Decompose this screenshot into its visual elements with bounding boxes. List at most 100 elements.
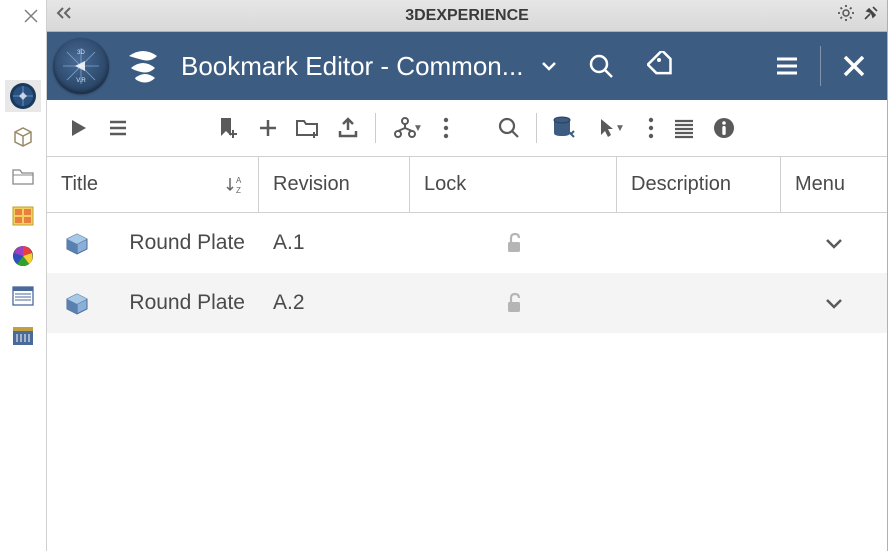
- settings-button[interactable]: [835, 2, 857, 29]
- grid-icon: [11, 204, 35, 228]
- list-icon: [107, 117, 129, 139]
- gear-icon: [837, 4, 855, 22]
- database-button[interactable]: [545, 109, 583, 147]
- sidebar-item-box[interactable]: [5, 120, 41, 152]
- pointer-dropdown-button[interactable]: ▼: [585, 109, 637, 147]
- sidebar-item-compass[interactable]: [5, 80, 41, 112]
- play-button[interactable]: [59, 109, 97, 147]
- package-icon: [11, 324, 35, 348]
- column-header-menu[interactable]: Menu: [781, 157, 887, 213]
- cell-lock[interactable]: [410, 273, 617, 333]
- svg-text:V.R: V.R: [76, 78, 86, 84]
- sort-indicator[interactable]: A Z: [226, 175, 244, 195]
- column-header-title-label: Title: [61, 173, 98, 196]
- tag-button[interactable]: [641, 47, 683, 85]
- part-icon: [61, 227, 93, 259]
- compass-icon: [9, 82, 37, 110]
- folder-icon: [11, 164, 35, 188]
- column-header-revision[interactable]: Revision: [259, 157, 410, 213]
- cell-description: [617, 213, 781, 273]
- data-grid: Title A Z Revision Lock Description Menu: [47, 156, 887, 551]
- info-icon: [712, 116, 736, 140]
- bookmark-add-button[interactable]: [209, 109, 247, 147]
- pin-button[interactable]: [861, 3, 881, 28]
- row-title-text: Round Plate: [129, 231, 245, 255]
- cell-revision: A.1: [259, 213, 410, 273]
- search-icon: [587, 52, 615, 80]
- close-icon: [841, 53, 867, 79]
- search-icon: [497, 116, 521, 140]
- sidebar-item-grid[interactable]: [5, 200, 41, 232]
- compass-icon: 3D V.R: [57, 42, 105, 90]
- sidebar-item-folder[interactable]: [5, 160, 41, 192]
- search-button[interactable]: [581, 48, 621, 84]
- ds-logo: [121, 42, 165, 91]
- svg-text:3D: 3D: [77, 50, 85, 56]
- dots-vertical-icon: [648, 117, 654, 139]
- row-title-text: Round Plate: [129, 291, 245, 315]
- database-icon: [551, 115, 577, 141]
- toolbar: ▼ ▼: [47, 100, 887, 156]
- sort-az-icon: A Z: [226, 175, 244, 195]
- hamburger-icon: [774, 53, 800, 79]
- grid-header: Title A Z Revision Lock Description Menu: [47, 157, 887, 213]
- chevron-down-icon: [539, 56, 559, 76]
- compass-button[interactable]: 3D V.R: [53, 38, 109, 94]
- cell-title: Round Plate: [47, 213, 259, 273]
- hierarchy-button[interactable]: ▼: [384, 109, 432, 147]
- sidebar-close-button[interactable]: [0, 2, 46, 30]
- divider: [820, 46, 821, 86]
- cell-menu[interactable]: [781, 213, 887, 273]
- svg-text:A: A: [236, 176, 242, 185]
- column-header-lock[interactable]: Lock: [410, 157, 617, 213]
- window-title: 3DEXPERIENCE: [47, 7, 887, 25]
- play-icon: [67, 117, 89, 139]
- menu-button[interactable]: [768, 49, 806, 83]
- column-header-description[interactable]: Description: [617, 157, 781, 213]
- cell-lock[interactable]: [410, 213, 617, 273]
- sidebar-item-package[interactable]: [5, 320, 41, 352]
- collapse-button[interactable]: [53, 4, 75, 27]
- cell-revision: A.2: [259, 273, 410, 333]
- table-row[interactable]: Round Plate A.1: [47, 213, 887, 273]
- color-wheel-icon: [11, 244, 35, 268]
- find-button[interactable]: [490, 109, 528, 147]
- unlock-icon: [503, 232, 525, 254]
- close-panel-button[interactable]: [835, 49, 873, 83]
- unlock-icon: [503, 292, 525, 314]
- folder-plus-icon: [295, 116, 321, 140]
- box-icon: [11, 124, 35, 148]
- pin-icon: [863, 5, 879, 21]
- dots-vertical-icon: [443, 117, 449, 139]
- app-title: Bookmark Editor - Common...: [181, 51, 523, 82]
- window-titlebar: 3DEXPERIENCE: [47, 0, 887, 32]
- cell-menu[interactable]: [781, 273, 887, 333]
- add-button[interactable]: [249, 109, 287, 147]
- column-header-title[interactable]: Title A Z: [47, 157, 259, 213]
- upload-icon: [336, 116, 360, 140]
- folder-add-button[interactable]: [289, 109, 327, 147]
- list-display-button[interactable]: [99, 109, 137, 147]
- plus-icon: [257, 117, 279, 139]
- justify-button[interactable]: [665, 109, 703, 147]
- justify-icon: [673, 117, 695, 139]
- info-button[interactable]: [705, 109, 743, 147]
- sidebar-item-list[interactable]: [5, 280, 41, 312]
- main-panel: 3DEXPERIENCE 3: [47, 0, 888, 551]
- table-row[interactable]: Round Plate A.2: [47, 273, 887, 333]
- chevron-down-icon: [823, 292, 845, 314]
- part-icon: [61, 287, 93, 319]
- app-bar: 3D V.R Bookmark Editor - Common...: [47, 32, 887, 100]
- more-2-button[interactable]: [639, 109, 663, 147]
- upload-button[interactable]: [329, 109, 367, 147]
- svg-text:Z: Z: [236, 186, 241, 195]
- bookmark-plus-icon: [216, 116, 240, 140]
- list-panel-icon: [11, 284, 35, 308]
- chevron-down-icon: [823, 232, 845, 254]
- cell-description: [617, 273, 781, 333]
- sidebar-item-colorwheel[interactable]: [5, 240, 41, 272]
- left-sidebar: [0, 0, 47, 551]
- cell-title: Round Plate: [47, 273, 259, 333]
- more-1-button[interactable]: [434, 109, 458, 147]
- title-dropdown-button[interactable]: [533, 52, 565, 80]
